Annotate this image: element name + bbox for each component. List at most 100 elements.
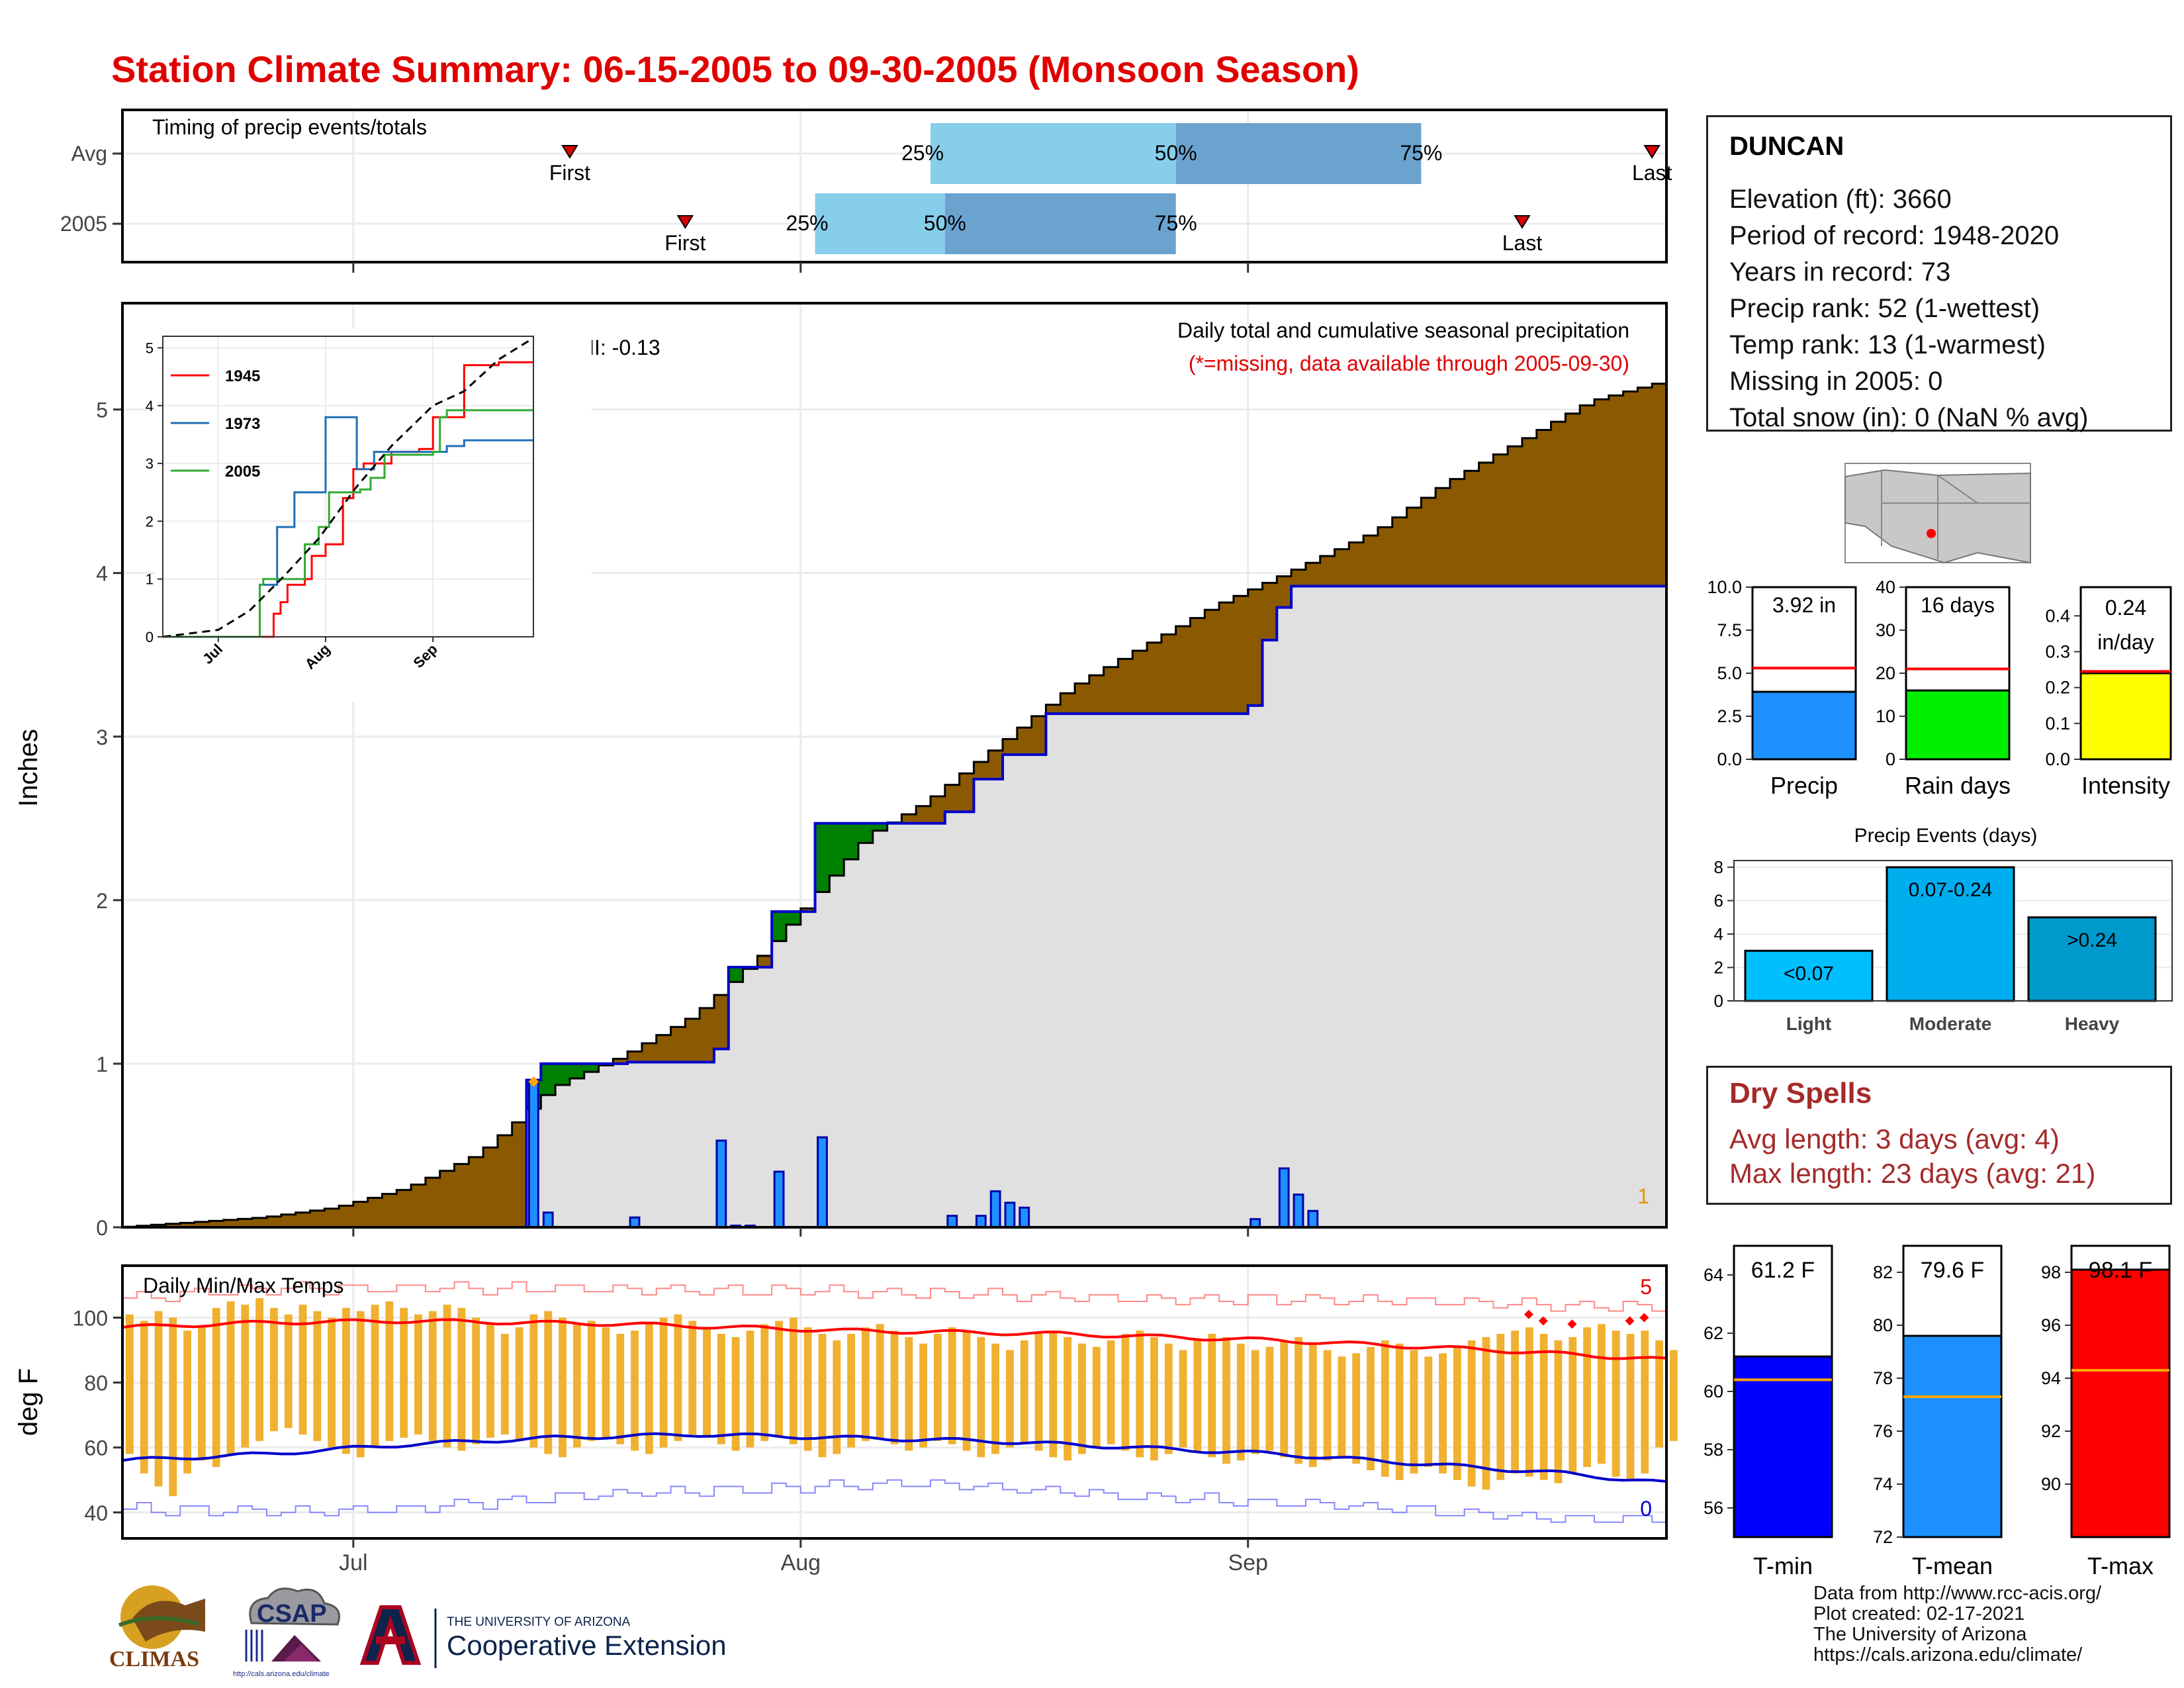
below-avg-segment (396, 1190, 412, 1227)
below-avg-segment (1291, 569, 1306, 586)
record-high-marker (1567, 1319, 1577, 1329)
below-avg-segment (195, 1221, 210, 1227)
temp-gauge-tick-label: 90 (2041, 1474, 2061, 1494)
main-ytick-label: 4 (96, 562, 108, 586)
ua-university-text: THE UNIVERSITY OF ARIZONA (447, 1615, 631, 1629)
below-avg-segment (613, 1058, 628, 1064)
daily-temp-bar (962, 1331, 971, 1451)
daily-temp-bar (1006, 1350, 1014, 1448)
daily-precip-bar (1004, 1201, 1016, 1229)
csap-wordmark: CSAP (257, 1600, 327, 1628)
inset-legend-label: 1973 (225, 415, 260, 433)
daily-temp-bar (428, 1311, 437, 1441)
daily-temp-bar (342, 1307, 350, 1454)
temp-hot-count: 5 (1640, 1275, 1652, 1299)
daily-temp-bar (457, 1307, 466, 1451)
below-avg-segment (670, 1027, 686, 1062)
inset-border (162, 336, 534, 637)
below-avg-segment (656, 1035, 672, 1062)
below-avg-segment (1551, 422, 1566, 586)
above-avg-segment (858, 823, 874, 843)
credit-source: Data from http://www.rcc-acis.org/ (1813, 1583, 2102, 1604)
daily-temp-bar (1569, 1336, 1577, 1474)
below-avg-segment (180, 1223, 195, 1227)
event-bar-moderate (1886, 866, 2015, 1002)
daily-temp-bar (659, 1317, 668, 1448)
record-high-marker (1538, 1316, 1548, 1326)
below-avg-segment (1464, 471, 1480, 586)
below-avg-segment (1075, 683, 1090, 714)
temp-gauge-2-label: T-max (2087, 1552, 2154, 1579)
daily-temp-bar (140, 1321, 148, 1474)
timing-first-label: First (549, 161, 590, 185)
main-ytick-label: 1 (96, 1053, 108, 1076)
below-avg-segment (1479, 462, 1494, 586)
temp-gauge-tick-label: 74 (1873, 1474, 1893, 1494)
event-bar-light (1744, 949, 1874, 1002)
daily-temp-bar (760, 1324, 769, 1441)
daily-temp-bar (1107, 1340, 1115, 1444)
daily-precip-bar (946, 1215, 958, 1229)
daily-temp-bar (833, 1340, 841, 1454)
gauge-tick-label: 5.0 (1717, 663, 1742, 683)
daily-precip-bar (1293, 1194, 1304, 1229)
below-avg-segment (483, 1147, 498, 1227)
daily-temp-bar (1034, 1334, 1043, 1451)
daily-precip-bar (1278, 1167, 1290, 1229)
below-avg-segment (281, 1214, 296, 1227)
daily-temp-bar (1670, 1350, 1678, 1441)
main-ytick-label: 0 (96, 1216, 108, 1240)
below-avg-segment (382, 1194, 397, 1227)
daily-temp-bar (544, 1311, 553, 1454)
gauge-2-fill (2079, 672, 2172, 761)
below-avg-segment (454, 1164, 469, 1227)
temp-gauge-tick-label: 78 (1873, 1368, 1893, 1388)
below-avg-segment (1449, 479, 1465, 586)
temp-gauge-tick-label: 62 (1704, 1323, 1723, 1343)
timing-p75-label: 75% (1400, 141, 1442, 165)
daily-temp-bar (1150, 1336, 1158, 1461)
above-avg-segment (555, 1063, 570, 1086)
daily-precip-bar (1307, 1209, 1319, 1229)
below-avg-segment (1536, 430, 1552, 586)
station-name: DUNCAN (1729, 132, 1844, 161)
dry-spells-max: Max length: 23 days (avg: 21) (1729, 1158, 2096, 1189)
below-avg-segment (425, 1178, 441, 1227)
below-avg-segment (1118, 659, 1133, 714)
below-avg-segment (310, 1210, 325, 1227)
daily-temp-bar (1121, 1334, 1130, 1451)
timing-p50-label: 50% (924, 211, 966, 235)
timing-title: Timing of precip events/totals (152, 115, 427, 139)
below-avg-segment (1277, 576, 1292, 608)
daily-temp-bar (703, 1327, 711, 1438)
daily-temp-bar (414, 1314, 422, 1435)
below-avg-segment (469, 1157, 484, 1227)
gauge-tick-label: 0.0 (2045, 749, 2070, 769)
above-avg-segment (844, 823, 859, 860)
daily-temp-bar (587, 1321, 596, 1441)
daily-temp-bar (183, 1331, 192, 1474)
below-avg-segment (252, 1217, 267, 1227)
daily-temp-bar (876, 1324, 884, 1438)
below-avg-segment (1637, 387, 1653, 586)
below-avg-segment (1594, 399, 1610, 586)
below-avg-segment (367, 1197, 383, 1227)
events-border (1733, 860, 2173, 1002)
credit-url: https://cals.arizona.edu/climate/ (1813, 1644, 2083, 1665)
inset-series-1973 (163, 416, 533, 638)
daily-temp-bar (572, 1324, 581, 1448)
event-bar-label: <0.07 (1784, 962, 1834, 984)
below-avg-segment (1608, 395, 1624, 586)
temp-gauge-0-fill (1733, 1355, 1833, 1538)
below-avg-segment (1046, 704, 1061, 714)
station-info-panel: DUNCAN Elevation (ft): 3660 Period of re… (1706, 115, 2172, 432)
temp-gauge-0-label: T-min (1753, 1552, 1813, 1579)
daily-temp-bar (1525, 1327, 1533, 1477)
below-avg-segment (267, 1216, 282, 1227)
record-high-line (122, 1281, 1667, 1312)
below-avg-segment (353, 1201, 369, 1227)
gauge-2-value: 0.24 (2105, 596, 2146, 620)
below-avg-segment (324, 1208, 340, 1227)
inset-ytick-label: 1 (146, 571, 154, 588)
